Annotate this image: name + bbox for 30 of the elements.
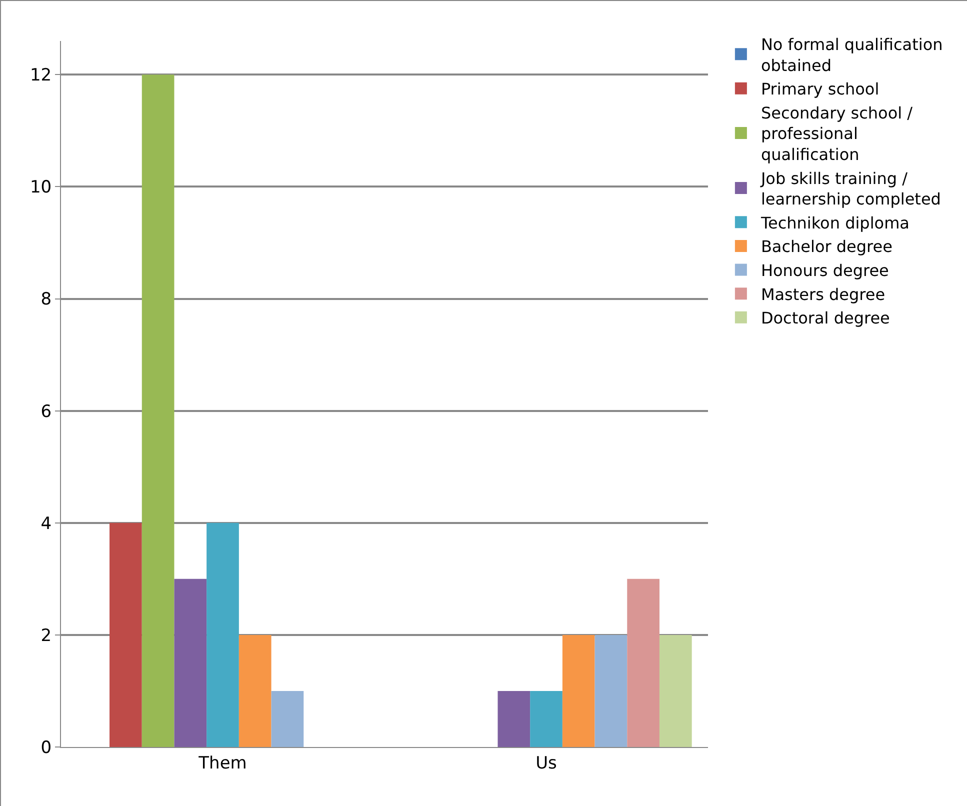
bar [659, 634, 692, 747]
legend-label: No formal qualification obtained [760, 35, 943, 75]
bar [498, 690, 530, 747]
legend-label: Doctoral degree [760, 308, 890, 328]
y-tick-label: 4 [40, 514, 52, 534]
bar [174, 578, 207, 747]
legend-label: Honours degree [760, 261, 889, 280]
bar [530, 690, 562, 747]
legend-label: Masters degree [760, 284, 886, 304]
legend-label: Primary school [760, 80, 880, 99]
y-tick-label: 8 [40, 290, 52, 310]
bar [142, 74, 174, 747]
y-tick-label: 12 [30, 66, 52, 86]
x-tick-label: Them [198, 753, 247, 774]
bar [271, 690, 304, 747]
bar [110, 522, 142, 747]
y-tick-label: 10 [30, 178, 52, 198]
bar [594, 634, 628, 747]
legend-label: Technikon diploma [760, 213, 910, 232]
bar [562, 634, 595, 747]
bar [206, 522, 239, 747]
legend-label: Secondary school / professional qualification [760, 103, 914, 164]
bar [238, 634, 272, 747]
y-tick-label: 6 [40, 402, 52, 422]
y-tick-label: 2 [40, 626, 52, 646]
y-tick-label: 0 [40, 738, 52, 758]
legend-label: Bachelor degree [760, 237, 892, 256]
bar [627, 578, 660, 747]
legend-label: Job skills training / learnership completed [760, 168, 941, 209]
x-tick-label: Us [536, 753, 558, 774]
